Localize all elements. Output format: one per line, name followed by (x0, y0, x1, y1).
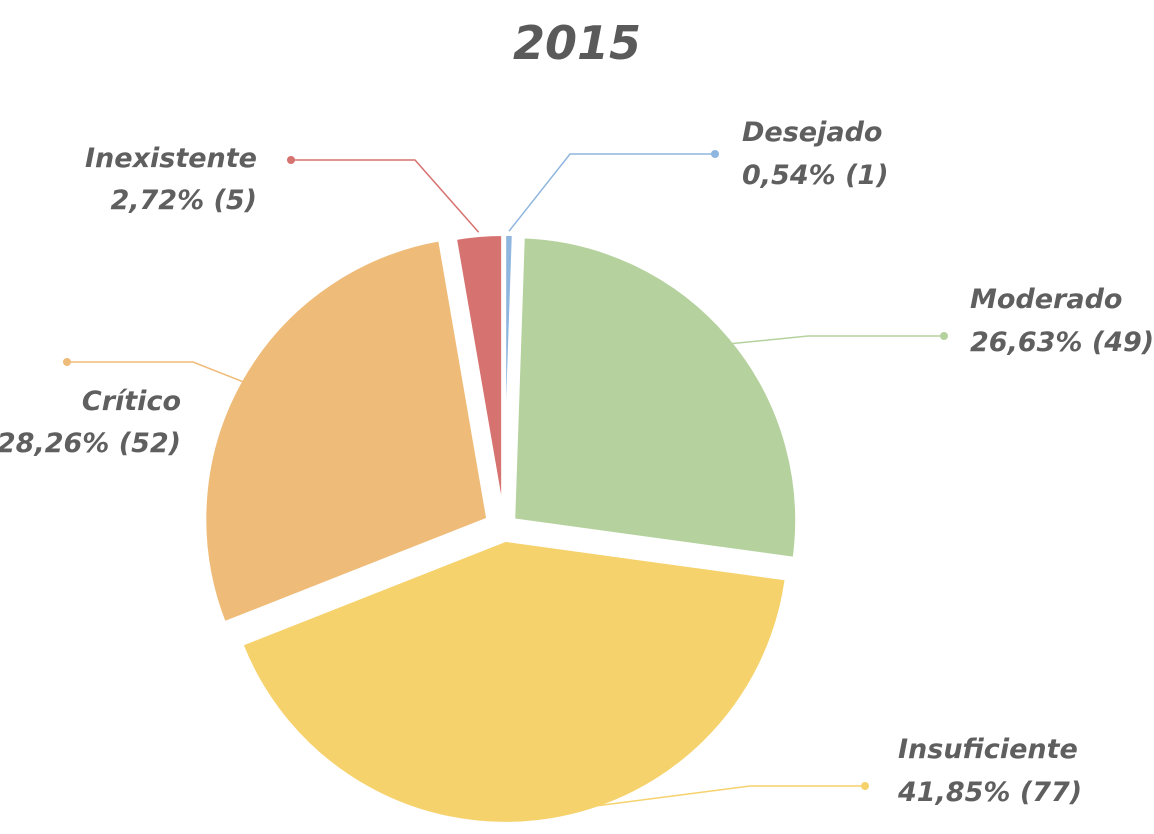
leader-dot-inexistente (287, 156, 295, 164)
slice-label-value: 28,26% (52) (0, 428, 181, 459)
slice-label-value: 0,54% (1) (742, 160, 889, 191)
slice-label-name: Inexistente (85, 143, 257, 174)
slice-label-name: Insuficiente (898, 734, 1078, 765)
leader-dot-moderado (940, 332, 948, 340)
slice-label-value: 26,63% (49) (970, 327, 1154, 358)
leader-line-insuficiente (538, 785, 865, 815)
pie-slice-cr-tico (202, 237, 491, 626)
pie-leader-lines (63, 150, 948, 815)
leader-line-desejado (508, 153, 715, 232)
slice-label-name: Desejado (742, 117, 882, 148)
slice-label-value: 2,72% (5) (110, 185, 257, 216)
leader-line-cr-tico (67, 361, 246, 384)
leader-line-inexistente (291, 159, 480, 233)
pie-labels: Desejado 0,54% (1) Moderado 26,63% (49) Insu… (0, 117, 1154, 808)
slice-label-name: Crítico (82, 386, 181, 417)
chart-title: 2015 (513, 16, 641, 70)
slice-label-name: Moderado (970, 284, 1122, 315)
leader-dot-desejado (711, 150, 719, 158)
pie-slice-inexistente (452, 232, 506, 519)
leader-dot-insuficiente (861, 782, 869, 790)
leader-line-moderado (721, 335, 944, 346)
pie-slices (202, 232, 800, 826)
pie-slice-desejado (502, 232, 516, 519)
leader-dot-cr-tico (63, 358, 71, 366)
slice-label-value: 41,85% (77) (897, 777, 1082, 808)
pie-slice-insuficiente (238, 537, 790, 826)
pie-slice-moderado (511, 234, 800, 562)
